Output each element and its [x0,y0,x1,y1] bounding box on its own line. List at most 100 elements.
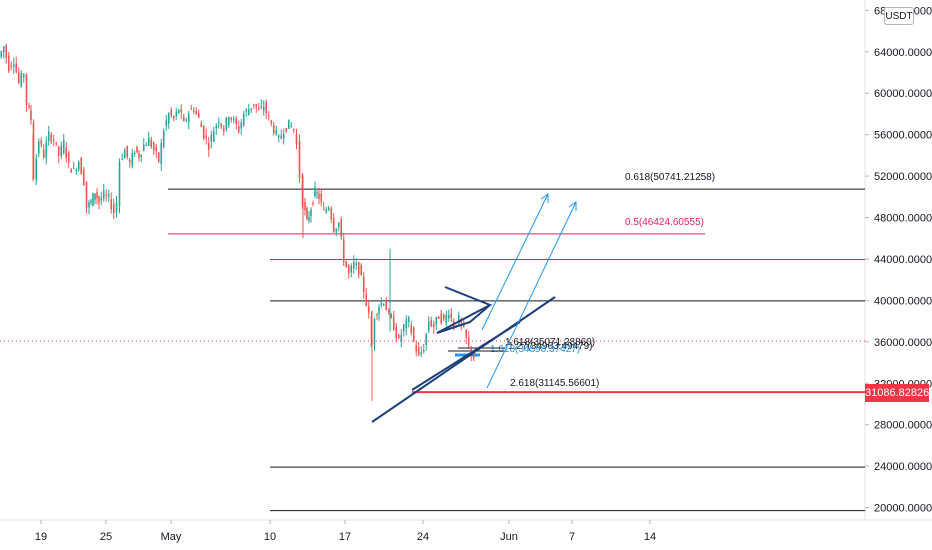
candle-body [450,313,453,319]
candle-body [337,222,340,227]
candle-body [298,140,301,178]
y-tick-label: 28000.00000 [874,420,932,432]
candle-body [155,146,158,152]
candle-body [30,110,32,121]
candle-body [257,108,260,111]
candle-body [260,105,263,108]
candle-body [373,319,376,345]
candle-body [20,73,23,86]
candle-body [60,145,63,156]
candle-body [387,310,390,312]
candle-body [15,63,18,72]
candle-body [462,325,465,328]
candle-body [110,199,113,210]
candle-body [118,161,121,207]
candle-body [407,317,410,323]
fib-level-label: 0.5(46424.60555) [625,217,704,228]
candle-body [72,167,75,169]
candle-body [322,208,325,210]
candle-body [465,329,468,338]
candle-body [415,345,418,352]
candle-body [290,126,293,128]
candle-body [332,217,335,232]
candle-body [80,157,83,175]
candle-body [417,347,420,356]
candle-body [35,158,38,181]
candle-body [292,129,295,131]
candle-body [123,149,126,159]
candle-body [378,307,380,315]
candle-body [57,146,60,156]
candle-body [17,72,20,83]
candle-body [287,119,290,129]
candle-body [432,323,435,328]
fib-overlap-label: 1.618(34598.37427) [490,344,580,355]
candle-body [215,125,218,129]
candle-body [467,337,470,345]
candle-body [162,130,165,148]
candle-body [252,104,255,106]
candle-body [470,346,473,355]
candle-body [402,324,405,332]
currency-badge[interactable]: USDT [884,7,914,25]
support-trendline[interactable] [371,296,556,423]
candle-body [340,219,343,237]
x-tick-label: 10 [264,531,276,543]
y-tick-label: 64000.00000 [874,47,932,59]
candle-body [94,193,96,200]
candle-body [352,261,355,269]
candle-body [195,111,198,114]
candle-body [245,109,248,112]
candle-body [88,202,90,208]
y-tick-label: 44000.00000 [874,254,932,266]
candle-body [365,293,368,306]
candle-body [320,193,323,203]
candle-body [62,140,65,153]
candle-body [55,142,58,144]
candle-body [22,74,25,78]
projection-arrow[interactable] [486,201,577,389]
candle-body [295,133,298,145]
projection-arrow[interactable] [481,193,549,331]
candle-body [410,325,413,333]
candle-body [330,208,333,220]
candle-body [312,202,314,205]
candle-body [420,352,423,355]
candle-body [96,192,98,198]
candle-body [242,113,245,126]
candle-body [237,126,240,132]
x-tick-label: 25 [100,531,112,543]
candle-body [400,334,403,342]
y-tick-label: 36000.00000 [874,337,932,349]
candle-body [445,314,448,324]
candle-body [282,134,285,139]
candle-body [314,187,316,197]
candle-body [75,169,78,171]
candle-body [107,194,110,197]
candle-body [128,159,131,163]
candle-body [52,139,55,141]
candle-body [380,302,383,306]
candle-body [157,152,160,162]
x-tick-label: 7 [569,531,575,543]
candle-body [390,314,393,318]
y-tick-label: 60000.00000 [874,88,932,100]
candle-body [170,109,173,116]
candle-body [308,216,310,222]
candle-body [225,117,228,130]
y-tick-label: 20000.00000 [874,503,932,515]
candle-body [25,73,28,105]
candle-body [192,110,195,112]
candle-body [5,45,8,58]
candle-body [82,169,85,186]
candle-body [347,265,350,274]
support-trendline-2[interactable] [411,321,521,391]
candle-body [47,131,50,142]
triangle-pattern[interactable] [436,304,491,334]
x-tick-label: 14 [644,531,656,543]
candle-body [138,152,140,158]
candle-body [437,316,440,319]
candle-body [10,65,13,67]
